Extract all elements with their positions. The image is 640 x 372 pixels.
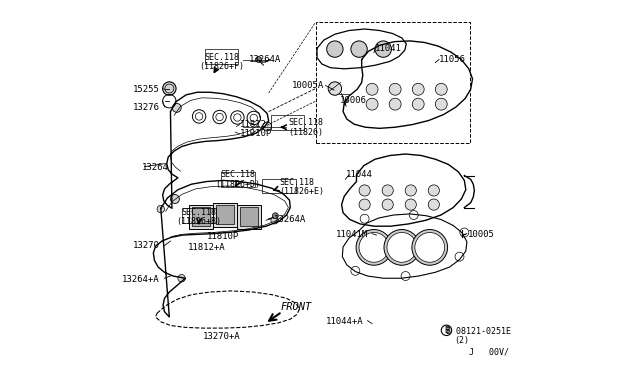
Circle shape (366, 98, 378, 110)
Circle shape (351, 41, 367, 57)
Text: (11826+E): (11826+E) (279, 187, 324, 196)
Text: (11826+F): (11826+F) (199, 62, 244, 71)
Circle shape (375, 41, 392, 57)
Circle shape (435, 83, 447, 95)
Circle shape (382, 185, 394, 196)
Text: 13264+A: 13264+A (122, 275, 159, 283)
Text: SEC.118: SEC.118 (182, 208, 216, 217)
Text: 10006: 10006 (340, 96, 367, 105)
Circle shape (359, 185, 370, 196)
Text: J   00V/: J 00V/ (468, 347, 509, 356)
Text: (11826+D): (11826+D) (216, 180, 260, 189)
Circle shape (412, 230, 447, 265)
Text: 13270+A: 13270+A (203, 332, 240, 341)
Circle shape (460, 228, 468, 237)
Circle shape (326, 41, 343, 57)
Circle shape (366, 83, 378, 95)
Circle shape (351, 266, 360, 275)
Bar (262, 179, 296, 193)
Circle shape (382, 199, 394, 210)
Bar (237, 205, 261, 229)
Text: 11041M: 11041M (335, 230, 367, 239)
Text: B: B (444, 326, 449, 335)
Text: 11812+A: 11812+A (188, 243, 225, 252)
Text: 11041: 11041 (375, 44, 402, 53)
Circle shape (389, 83, 401, 95)
Circle shape (163, 82, 176, 95)
Text: 13264A: 13264A (250, 55, 282, 64)
Text: 11044+A: 11044+A (326, 317, 364, 326)
Text: 13264: 13264 (141, 163, 168, 172)
Bar (316, 22, 470, 143)
Text: 11910P: 11910P (240, 129, 272, 138)
Circle shape (384, 230, 420, 265)
Circle shape (387, 232, 417, 262)
Circle shape (415, 232, 445, 262)
Circle shape (172, 103, 181, 112)
Text: 11044: 11044 (346, 170, 373, 179)
Text: SEC.118: SEC.118 (279, 178, 314, 187)
Circle shape (273, 213, 278, 219)
Circle shape (359, 232, 389, 262)
Bar (213, 203, 237, 227)
Text: B 08121-0251E: B 08121-0251E (447, 327, 511, 336)
Text: 11812: 11812 (240, 120, 267, 129)
Text: FRONT: FRONT (280, 302, 312, 312)
Circle shape (455, 252, 464, 261)
Circle shape (412, 98, 424, 110)
Bar (192, 207, 210, 226)
Text: 10005A: 10005A (291, 81, 324, 90)
Circle shape (412, 83, 424, 95)
Circle shape (405, 199, 417, 210)
Bar (216, 205, 234, 224)
Circle shape (271, 217, 278, 224)
Text: SEC.118: SEC.118 (204, 53, 239, 62)
Text: (11826+B): (11826+B) (177, 217, 221, 226)
Bar (189, 205, 213, 229)
Bar (221, 172, 255, 187)
Text: 13264A: 13264A (273, 215, 306, 224)
Circle shape (328, 82, 342, 95)
Circle shape (410, 211, 418, 219)
Circle shape (428, 185, 440, 196)
Circle shape (170, 195, 179, 203)
Bar (241, 207, 259, 226)
Text: 13276: 13276 (132, 103, 159, 112)
Circle shape (389, 98, 401, 110)
Circle shape (178, 275, 186, 282)
Circle shape (262, 122, 271, 131)
Text: SEC.118: SEC.118 (221, 170, 255, 179)
Text: (11826): (11826) (289, 128, 323, 137)
Text: 11056: 11056 (439, 55, 466, 64)
Text: 10005: 10005 (468, 230, 495, 239)
Bar (205, 49, 238, 64)
Bar (182, 208, 216, 223)
Text: 15255: 15255 (132, 85, 159, 94)
Text: 13270: 13270 (132, 241, 159, 250)
Circle shape (360, 214, 369, 223)
Circle shape (428, 199, 440, 210)
Bar (271, 115, 304, 130)
Circle shape (255, 57, 262, 62)
Text: 11810P: 11810P (207, 232, 239, 241)
Circle shape (157, 205, 164, 213)
Circle shape (359, 199, 370, 210)
Text: (2): (2) (454, 336, 469, 345)
Circle shape (356, 230, 392, 265)
Circle shape (405, 185, 417, 196)
Text: SEC.118: SEC.118 (289, 118, 323, 127)
Circle shape (435, 98, 447, 110)
Circle shape (401, 272, 410, 280)
